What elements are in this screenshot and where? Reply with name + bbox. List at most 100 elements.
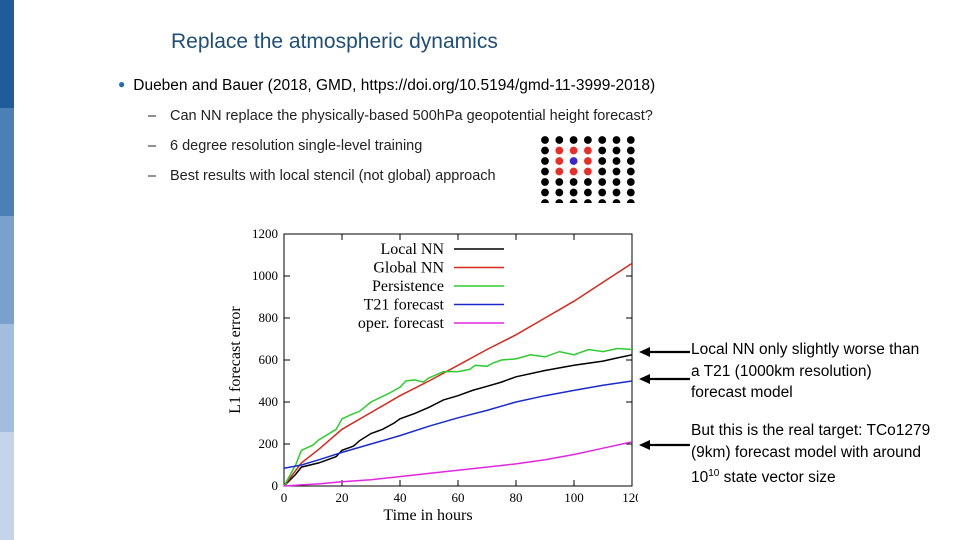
x-tick-label: 100	[564, 490, 584, 505]
y-tick-label: 600	[259, 352, 279, 367]
legend-label: oper. forecast	[358, 315, 445, 332]
annotation-exponent: 10	[708, 468, 720, 479]
y-tick-label: 1200	[252, 226, 278, 241]
sidebar-segment	[0, 216, 14, 324]
stencil-dot	[612, 136, 621, 144]
sub-bullet: –6 degree resolution single-level traini…	[148, 138, 422, 154]
arrow-icon	[639, 347, 690, 357]
stencil-diagram	[541, 136, 635, 203]
stencil-dot	[626, 188, 635, 197]
stencil-dot	[541, 178, 549, 186]
stencil-neighbor-dot	[555, 167, 564, 176]
stencil-dot	[612, 178, 621, 186]
y-axis-label: L1 forecast error	[227, 306, 244, 414]
stencil-dot	[541, 199, 549, 203]
x-tick-label: 0	[281, 490, 288, 505]
annotation-text: But this is the real target: TCo1279 (9k…	[691, 422, 931, 487]
stencil-neighbor-dot	[569, 146, 578, 155]
stencil-dot	[569, 188, 578, 197]
stencil-dot	[626, 157, 635, 165]
stencil-dot	[555, 188, 564, 197]
x-tick-label: 40	[394, 490, 407, 505]
sub-bullet-text: 6 degree resolution single-level trainin…	[170, 138, 423, 154]
stencil-dot	[541, 188, 549, 197]
stencil-neighbor-dot	[555, 146, 564, 155]
stencil-dot	[541, 146, 549, 155]
x-tick-label: 60	[452, 490, 465, 505]
forecast-error-chart: 020406080100120020040060080010001200Time…	[227, 226, 638, 524]
annotation-local-nn: Local NN only slightly worse than a T21 …	[691, 341, 920, 401]
arrow-icon	[639, 440, 690, 450]
dash-icon: –	[148, 138, 157, 154]
stencil-neighbor-dot	[584, 157, 592, 165]
stencil-dot	[541, 167, 549, 176]
series-line	[283, 441, 633, 487]
stencil-center-dot	[569, 157, 578, 165]
legend-label: Global NN	[373, 260, 444, 277]
stencil-dot	[598, 167, 607, 176]
stencil-neighbor-dot	[584, 167, 592, 176]
stencil-dot	[569, 178, 578, 186]
stencil-dot	[626, 167, 635, 176]
stencil-dot	[598, 199, 607, 203]
sidebar-segment	[0, 324, 14, 432]
stencil-dot	[612, 146, 621, 155]
main-bullet: ● Dueben and Bauer (2018, GMD, https://do…	[118, 77, 655, 95]
slide-title: Replace the atmospheric dynamics	[171, 30, 498, 53]
sidebar-stripe	[0, 0, 14, 540]
stencil-dot	[541, 136, 549, 144]
stencil-dot	[555, 199, 564, 203]
sub-bullet: – Can NN replace the physically-based 500…	[148, 108, 653, 124]
stencil-dot	[569, 136, 578, 144]
sub-bullet: – Best results with local stencil (not gl…	[148, 168, 496, 184]
stencil-dot	[612, 199, 621, 203]
stencil-neighbor-dot	[584, 146, 592, 155]
y-tick-label: 800	[259, 310, 279, 325]
y-tick-label: 0	[272, 478, 279, 493]
stencil-dot	[555, 136, 564, 144]
x-tick-label: 20	[336, 490, 349, 505]
stencil-dot	[598, 146, 607, 155]
sidebar-segment	[0, 0, 14, 108]
stencil-dot	[555, 178, 564, 186]
sub-bullet-text: Best results with local stencil (not glo…	[170, 168, 496, 184]
y-tick-label: 1000	[252, 268, 278, 283]
stencil-dot	[598, 157, 607, 165]
annotation-arrows	[639, 347, 690, 450]
stencil-dot	[626, 146, 635, 155]
stencil-dot	[612, 157, 621, 165]
x-axis-label: Time in hours	[383, 507, 472, 524]
stencil-dot	[598, 178, 607, 186]
plot-frame	[283, 233, 633, 487]
legend-label: Persistence	[372, 278, 444, 295]
stencil-dot	[584, 199, 592, 203]
stencil-neighbor-dot	[569, 167, 578, 176]
stencil-dot	[569, 199, 578, 203]
stencil-dot	[598, 188, 607, 197]
stencil-neighbor-dot	[555, 157, 564, 165]
annotation-text-end: state vector size	[719, 469, 836, 487]
legend-label: T21 forecast	[364, 297, 445, 314]
main-bullet-text: Dueben and Bauer (2018, GMD, https://doi…	[133, 77, 656, 94]
dash-icon: –	[148, 108, 157, 124]
y-tick-label: 400	[259, 394, 279, 409]
stencil-dot	[626, 136, 635, 144]
annotation-real-target: But this is the real target: TCo1279 (9k…	[691, 420, 953, 489]
stencil-dot	[598, 136, 607, 144]
dash-icon: –	[148, 168, 157, 184]
series-line	[283, 354, 633, 487]
stencil-dot	[584, 188, 592, 197]
series-line	[283, 380, 633, 469]
x-tick-label: 80	[510, 490, 523, 505]
stencil-dot	[584, 136, 592, 144]
stencil-dot	[584, 178, 592, 186]
series-line	[283, 262, 633, 487]
sidebar-segment	[0, 432, 14, 540]
arrow-icon	[639, 374, 690, 384]
stencil-dot	[612, 167, 621, 176]
series-line	[283, 347, 633, 487]
y-tick-label: 200	[259, 436, 279, 451]
stencil-dot	[612, 188, 621, 197]
bullet-dot-icon: ●	[118, 77, 126, 91]
x-tick-label: 120	[622, 490, 638, 505]
